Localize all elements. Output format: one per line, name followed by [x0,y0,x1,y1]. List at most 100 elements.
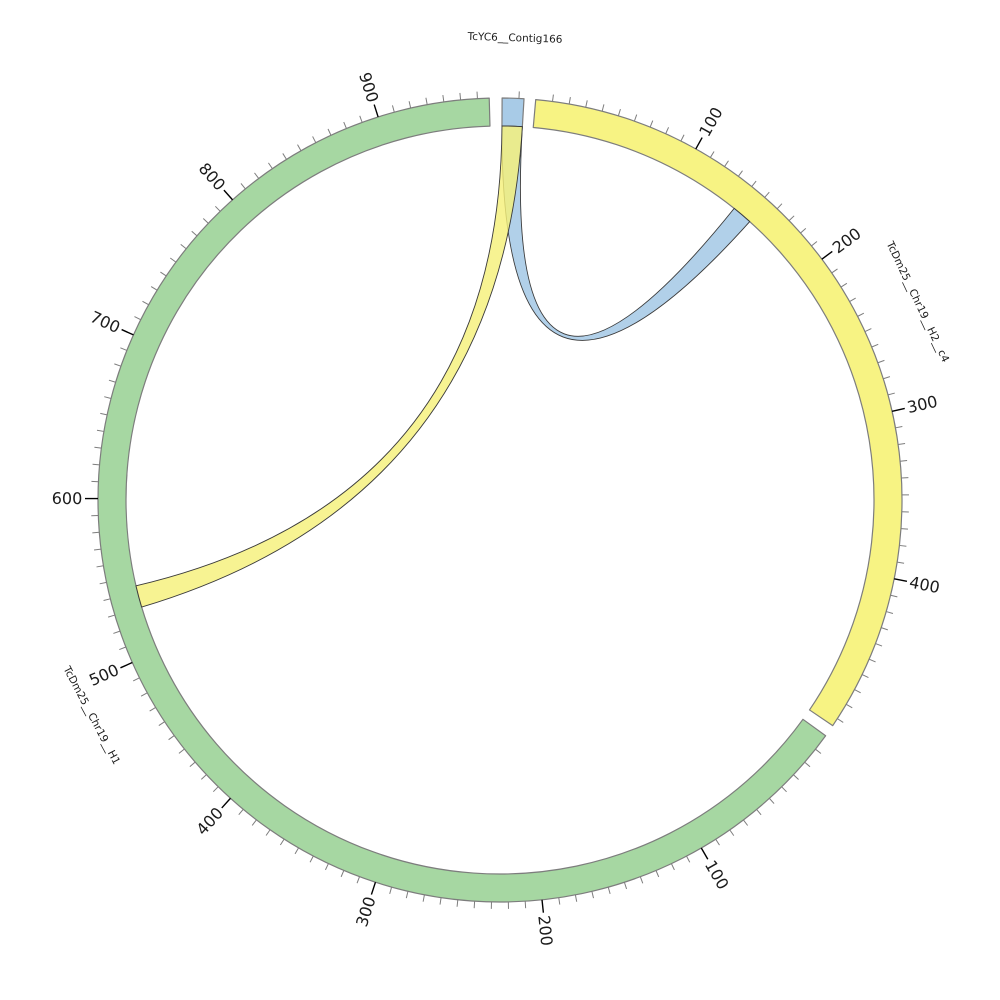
minor-tick [442,94,445,103]
minor-tick [769,798,775,804]
minor-tick [149,707,156,712]
minor-tick [189,761,196,768]
minor-tick [899,544,907,547]
minor-tick [900,460,908,462]
minor-tick [282,153,287,160]
segment-band-h2c4 [532,98,903,727]
minor-tick [897,561,905,564]
tick-label: 100 [701,857,733,893]
minor-tick [639,876,644,884]
minor-tick [251,819,257,826]
minor-tick [359,115,363,123]
segment-label-contig: TcYC6__Contig166 [466,31,563,46]
minor-tick [168,735,175,741]
minor-tick [279,838,285,846]
ribbon-contig-to-h2c4 [501,125,751,341]
minor-tick [214,205,221,212]
tick-label: 500 [86,660,122,690]
tick-label: 200 [534,914,556,946]
minor-tick [324,863,329,871]
ribbons-layer [135,125,751,608]
minor-tick [665,127,670,134]
minor-tick [670,863,675,871]
minor-tick [840,282,848,288]
minor-tick [459,92,462,100]
segments-layer [97,97,903,903]
minor-tick [781,786,787,793]
tick-label: 800 [195,159,230,194]
minor-tick [743,819,749,826]
minor-tick [94,446,102,449]
minor-tick [160,271,167,277]
minor-tick [804,761,811,768]
minor-tick [180,243,187,250]
minor-tick [877,359,885,364]
major-tick [223,189,234,201]
minor-tick [861,674,869,679]
minor-tick [120,347,128,351]
minor-tick [343,121,347,129]
minor-tick [607,887,611,895]
minor-tick [729,829,735,836]
minor-tick [868,658,876,663]
minor-tick [649,120,654,128]
minor-tick [294,847,299,855]
minor-tick [94,548,102,551]
minor-tick [100,412,108,416]
minor-tick [815,748,822,754]
minor-tick [297,144,302,151]
major-tick [120,661,133,669]
minor-tick [558,897,561,905]
minor-tick [800,228,807,234]
major-tick [370,881,377,895]
tick-label: 200 [829,224,865,258]
minor-tick [309,855,314,863]
minor-tick [849,297,856,302]
major-tick [541,899,545,913]
minor-tick [831,268,838,274]
minor-tick [633,114,638,122]
minor-tick [108,379,116,383]
minor-tick [854,689,861,694]
minor-tick [202,218,209,224]
minor-tick [601,104,605,112]
minor-tick [107,614,115,618]
minor-tick [845,703,853,709]
minor-tick [391,105,395,113]
minor-tick [158,721,165,726]
minor-tick [312,136,317,143]
minor-tick [96,565,104,568]
minor-tick [890,594,898,598]
minor-tick [212,786,219,793]
minor-tick [875,643,883,647]
minor-tick [751,180,757,187]
ribbon-contig-to-h1 [135,125,523,608]
major-tick [894,578,908,583]
minor-tick [113,630,121,634]
minor-tick [857,312,865,317]
minor-tick [811,241,818,247]
major-tick [221,797,232,809]
minor-tick [617,108,621,116]
minor-tick [104,396,112,399]
tick-label: 700 [87,307,123,337]
minor-tick [99,581,107,585]
minor-tick [425,97,428,105]
minor-tick [886,611,894,614]
minor-tick [680,134,685,142]
minor-tick [793,774,799,780]
minor-tick [150,286,158,291]
minor-tick [439,897,442,905]
segment-label-h2c4: TcDm25__Chr19__H2__c4 [883,239,951,365]
major-tick [695,137,703,150]
minor-tick [898,443,906,445]
major-tick [700,847,709,860]
minor-tick [568,97,571,105]
minor-tick [724,160,729,167]
major-tick [891,407,905,412]
minor-tick [103,598,111,602]
major-tick [373,104,379,118]
minor-tick [405,891,409,899]
